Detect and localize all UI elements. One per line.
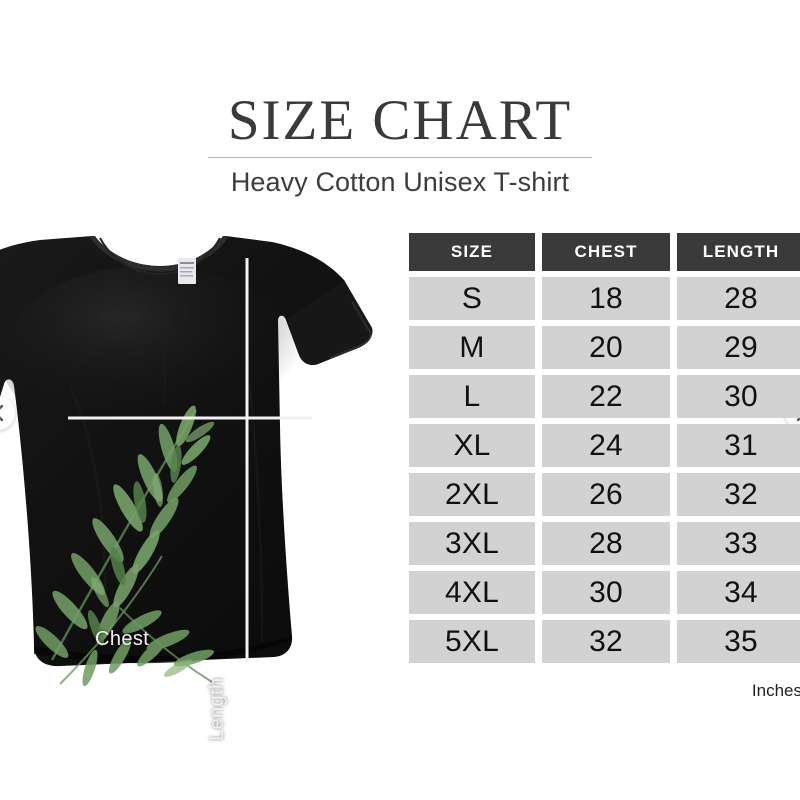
table-row: M 20 29 — [409, 326, 800, 369]
table-header-row: SIZE CHEST LENGTH — [409, 233, 800, 271]
product-image: Chest Length — [0, 236, 395, 741]
page-subtitle: Heavy Cotton Unisex T-shirt — [230, 167, 570, 197]
cell-length: 28 — [677, 277, 800, 320]
tshirt-illustration — [0, 236, 373, 687]
cell-chest: 30 — [542, 571, 670, 614]
fabric-fold — [159, 295, 166, 407]
cell-size: L — [409, 375, 535, 418]
column-header-size: SIZE — [409, 233, 535, 271]
cell-chest: 24 — [542, 424, 670, 467]
header: SIZE CHART Heavy Cotton Unisex T-shirt — [0, 92, 800, 198]
cell-size: 2XL — [409, 473, 535, 516]
title-divider — [208, 157, 592, 158]
table-row: XL 24 31 — [409, 424, 800, 467]
cell-size: M — [409, 326, 535, 369]
neckline-inner — [99, 237, 221, 276]
right-cuff-fold — [329, 301, 372, 359]
units-label: Inches — [751, 681, 800, 700]
size-table: SIZE CHEST LENGTH S 18 28 M 20 29 L 22 3… — [409, 233, 800, 669]
cell-size: XL — [409, 424, 535, 467]
cell-size: 3XL — [409, 522, 535, 565]
cell-chest: 28 — [542, 522, 670, 565]
left-sleeve-cuff — [0, 374, 4, 397]
right-sleeve-cuff — [286, 280, 373, 365]
chevron-left-icon — [0, 404, 4, 422]
cell-length: 32 — [677, 473, 800, 516]
eucalyptus-decoration — [35, 405, 215, 687]
chest-label: Chest — [95, 628, 150, 650]
carousel-prev-button[interactable] — [0, 396, 15, 430]
cell-length: 31 — [677, 424, 800, 467]
column-header-length: LENGTH — [677, 233, 800, 271]
table-row: L 22 30 — [409, 375, 800, 418]
cell-length: 33 — [677, 522, 800, 565]
table-row: 5XL 32 35 — [409, 620, 800, 663]
column-header-chest: CHEST — [542, 233, 670, 271]
cell-chest: 26 — [542, 473, 670, 516]
cell-length: 35 — [677, 620, 800, 663]
cell-size: 5XL — [409, 620, 535, 663]
cell-chest: 32 — [542, 620, 670, 663]
cell-size: S — [409, 277, 535, 320]
cell-chest: 22 — [542, 375, 670, 418]
table-row: 2XL 26 32 — [409, 473, 800, 516]
length-label: Length — [206, 677, 228, 741]
table-row: S 18 28 — [409, 277, 800, 320]
table-row: 3XL 28 33 — [409, 522, 800, 565]
cell-chest: 20 — [542, 326, 670, 369]
cell-length: 29 — [677, 326, 800, 369]
cell-length: 34 — [677, 571, 800, 614]
cell-length: 30 — [677, 375, 800, 418]
page-title: SIZE CHART — [227, 89, 573, 152]
cell-size: 4XL — [409, 571, 535, 614]
cell-chest: 18 — [542, 277, 670, 320]
table-row: 4XL 30 34 — [409, 571, 800, 614]
hem-shadow — [34, 636, 292, 664]
